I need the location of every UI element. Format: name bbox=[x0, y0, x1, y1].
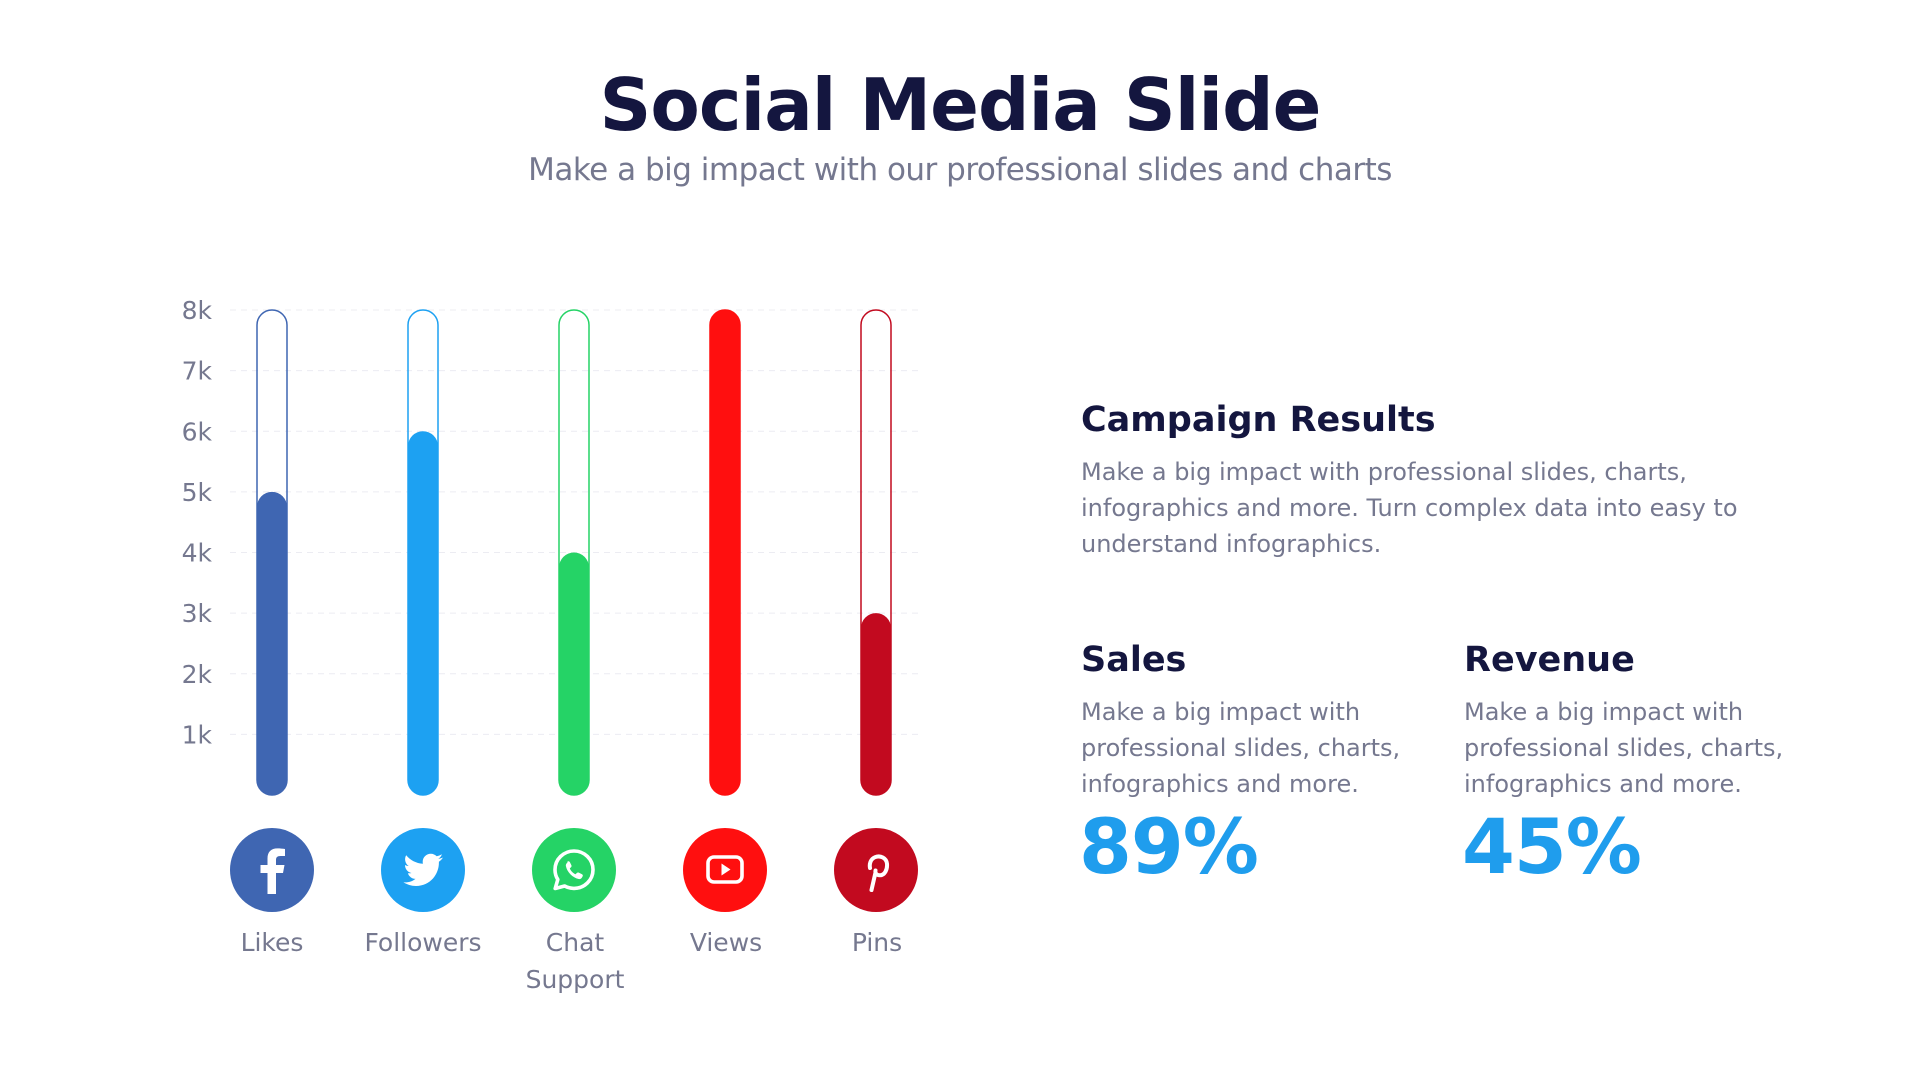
twitter-icon bbox=[381, 828, 465, 912]
y-tick-label: 2k bbox=[182, 660, 213, 689]
category-label-chat-support: Chat Support bbox=[525, 928, 625, 994]
y-tick-label: 5k bbox=[182, 478, 213, 507]
campaign-text: Make a big impact with professional slid… bbox=[1081, 458, 1738, 558]
campaign-title: Campaign Results bbox=[1081, 400, 1436, 440]
category-label-pins: Pins bbox=[851, 928, 903, 957]
bar-views bbox=[710, 310, 740, 795]
bar-likes bbox=[257, 491, 287, 795]
bar-chart: 1k 2k 3k 4k 5k 6k 7k 8k bbox=[182, 296, 920, 796]
revenue-text: Make a big impact with professional slid… bbox=[1464, 698, 1784, 798]
y-tick-label: 8k bbox=[182, 296, 213, 325]
bar-chat-support bbox=[559, 552, 589, 795]
sales-title: Sales bbox=[1081, 640, 1187, 680]
pinterest-icon bbox=[834, 828, 918, 912]
category-label-followers: Followers bbox=[364, 928, 482, 957]
sales-text: Make a big impact with professional slid… bbox=[1081, 698, 1401, 798]
page-title: Social Media Slide bbox=[599, 63, 1322, 147]
revenue-value: 45% bbox=[1462, 802, 1642, 891]
y-tick-label: 4k bbox=[182, 539, 213, 568]
category-label-likes: Likes bbox=[240, 928, 304, 957]
bar-pins bbox=[861, 613, 891, 795]
page-subtitle: Make a big impact with our professional … bbox=[528, 152, 1392, 188]
youtube-icon bbox=[683, 828, 767, 912]
y-tick-label: 1k bbox=[182, 720, 213, 749]
revenue-title: Revenue bbox=[1464, 640, 1635, 680]
sales-value: 89% bbox=[1079, 802, 1259, 891]
y-tick-label: 3k bbox=[182, 599, 213, 628]
y-tick-label: 6k bbox=[182, 417, 213, 446]
facebook-icon bbox=[230, 828, 314, 912]
category-label-views: Views bbox=[689, 928, 763, 957]
y-tick-label: 7k bbox=[182, 357, 213, 386]
bar-followers bbox=[408, 431, 438, 795]
whatsapp-icon bbox=[532, 828, 616, 912]
